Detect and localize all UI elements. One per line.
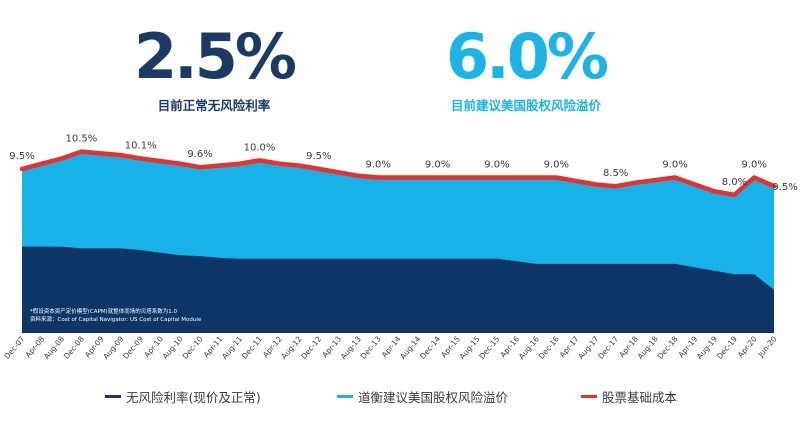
legend-item-premium: 道衡建议美国股权风险溢价 [337,387,508,406]
data-label: 9.5% [772,182,797,193]
data-label: 9.6% [187,149,212,160]
data-label: 9.5% [9,151,34,162]
data-label: 9.0% [741,160,766,171]
data-label: 9.0% [425,160,450,171]
x-tick-label: Dec-14 [418,334,442,360]
series-area-risk-free-rate [22,246,774,333]
x-axis-ticks: Dec-07Apr-08Aug-08Dec-08Apr-09Aug-09Dec-… [2,334,778,361]
equity-risk-premium-label: 目前建议美国股权风险溢价 [450,98,601,113]
cost-of-equity-line-layer [19,149,777,198]
data-label: 9.5% [306,151,331,162]
legend-swatch-risk-free [105,395,121,398]
risk-free-rate-value: 2.5% [134,20,297,93]
chart-legend: 无风险利率(现价及正常) 道衡建议美国股权风险溢价 股票基础成本 [0,387,800,407]
legend-label-risk-free: 无风险利率(现价及正常) [126,390,261,405]
chart-footnote: *假设资本资产定价模型(CAPM)就整体而场的贝塔系数为1.0 [30,307,177,315]
x-tick-label: Dec-11 [240,334,264,360]
x-tick-label: Dec-17 [596,334,620,360]
x-tick-label: Dec-16 [537,334,561,360]
x-tick-label: Dec-13 [359,334,383,360]
x-tick-label: Dec-08 [62,334,86,360]
x-tick-label: Dec-19 [715,334,739,360]
data-label: 9.0% [365,160,390,171]
series-line-cost-of-equity [19,149,777,198]
x-tick-label: Dec-15 [477,334,501,360]
x-tick-label: Jun-20 [756,334,779,359]
legend-label-cost-of-equity: 股票基础成本 [602,390,678,405]
x-tick-label: Dec-18 [656,334,680,360]
chart-source: 资料来源：Cost of Capital Navigator: US Cost … [30,315,202,323]
x-tick-label: Apr-20 [736,334,759,359]
data-label: 9.0% [484,160,509,171]
legend-swatch-premium [337,395,353,398]
chart-areas [22,151,774,333]
legend-swatch-cost-of-equity [581,395,597,398]
x-tick-label: Dec-09 [121,334,145,360]
data-label: 10.5% [66,134,98,145]
x-tick-label: Dec-12 [299,334,323,360]
data-label: 10.1% [125,141,157,152]
equity-risk-premium-value: 6.0% [446,20,609,93]
data-label: 8.0% [722,177,747,188]
data-labels: 9.5% 10.5% 10.1% 9.6% 10.0% 9.5% 9.0% 9.0% 9.0% 9… [9,134,797,194]
x-tick-label: Dec-10 [181,334,205,360]
data-label: 10.0% [244,142,276,153]
data-label: 9.0% [662,160,687,171]
data-label: 8.5% [603,168,628,179]
data-label: 9.0% [544,160,569,171]
legend-item-risk-free: 无风险利率(现价及正常) [105,387,261,406]
risk-free-rate-label: 目前正常无风险利率 [157,98,271,113]
legend-label-premium: 道衡建议美国股权风险溢价 [358,390,509,405]
x-tick-label: Dec-07 [2,334,26,360]
legend-item-cost-of-equity: 股票基础成本 [581,387,677,406]
